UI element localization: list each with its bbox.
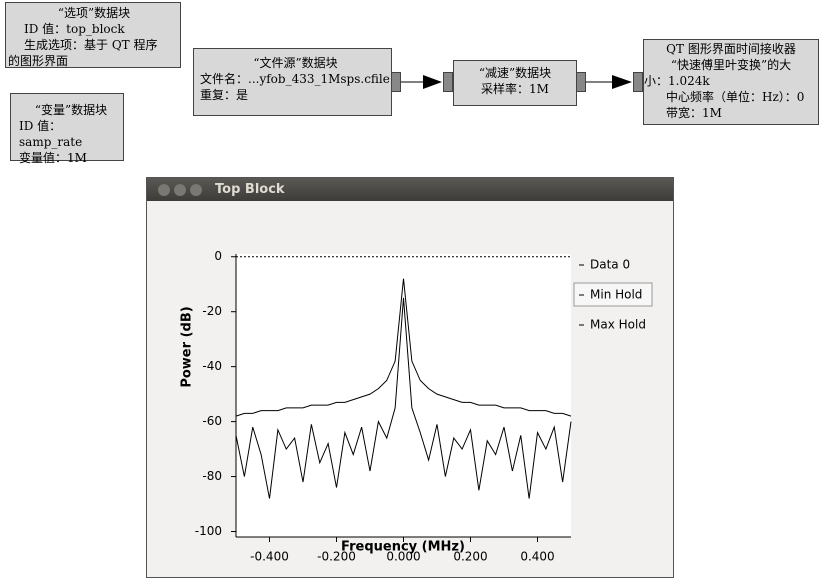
y-tick-label: -40 — [202, 359, 222, 373]
qt-sink-block[interactable]: QT 图形界面时间接收器 “快速傅里叶变换”的大 小：1.024k 中心频率（单… — [643, 39, 819, 125]
block-line: 变量值：1M — [19, 151, 87, 165]
port[interactable] — [443, 72, 453, 92]
x-axis-label: Frequency (MHz) — [341, 540, 465, 555]
close-button[interactable] — [158, 184, 170, 196]
file-source-block[interactable]: “文件源”数据块 文件名：...yfob_433_1Msps.cfile 重复：… — [193, 48, 392, 116]
block-line: 文件名：...yfob_433_1Msps.cfile — [200, 72, 390, 86]
window-title: Top Block — [215, 182, 285, 197]
minimize-button[interactable] — [174, 184, 186, 196]
block-line: 的图形界面 — [8, 54, 69, 68]
block-line: 采样率：1M — [481, 82, 549, 96]
variable-block[interactable]: “变量”数据块 ID 值：samp_rate 变量值：1M — [10, 93, 124, 165]
block-line: “快速傅里叶变换”的大 — [670, 58, 792, 72]
options-block[interactable]: “选项”数据块 ID 值：top_block 生成选项：基于 QT 程序 的图形… — [5, 2, 181, 68]
port[interactable] — [576, 72, 586, 92]
series-line — [235, 278, 572, 417]
y-tick-label: -100 — [195, 524, 222, 538]
port[interactable] — [391, 72, 401, 92]
block-line: 中心频率（单位：Hz）：0 — [666, 90, 805, 104]
window-buttons — [158, 184, 202, 196]
plot-window: Top Block Power (dB) Frequency (MHz) 0 -2… — [146, 177, 674, 578]
y-tick-label: -60 — [202, 414, 222, 428]
legend-entry[interactable]: Max Hold — [590, 318, 646, 332]
x-tick-label: -0.400 — [250, 550, 289, 564]
block-line: 生成选项：基于 QT 程序 — [24, 38, 158, 52]
block-title: “选项”数据块 — [57, 6, 131, 20]
y-tick-label: 0 — [214, 249, 222, 263]
y-tick-label: -80 — [202, 469, 222, 483]
y-tick-label: -20 — [202, 304, 222, 318]
block-line: ID 值：samp_rate — [19, 119, 83, 149]
block-line: 带宽：1M — [666, 106, 722, 120]
block-title: “减速”数据块 — [478, 66, 552, 80]
block-line: 重复：是 — [200, 88, 249, 102]
block-title: “文件源”数据块 — [253, 56, 338, 70]
x-tick-label: 0.400 — [520, 550, 554, 564]
connection — [401, 75, 442, 89]
series-line — [235, 297, 572, 499]
port[interactable] — [633, 72, 643, 92]
block-title: “变量”数据块 — [34, 103, 108, 117]
x-tick-label: 0.200 — [453, 550, 487, 564]
maximize-button[interactable] — [190, 184, 202, 196]
connection — [586, 75, 632, 89]
throttle-block[interactable]: “减速”数据块 采样率：1M — [453, 60, 577, 106]
x-tick-label: 0.000 — [386, 550, 420, 564]
legend-entry[interactable]: Data 0 — [590, 258, 630, 272]
y-axis-label: Power (dB) — [180, 306, 195, 387]
x-tick-label: -0.200 — [317, 550, 356, 564]
plot-area — [236, 254, 571, 537]
block-title: QT 图形界面时间接收器 — [666, 42, 796, 56]
legend-entry[interactable]: Min Hold — [590, 288, 642, 302]
legend-selection — [573, 282, 653, 307]
block-line: 小：1.024k — [644, 74, 710, 88]
title-bar: Top Block — [147, 178, 673, 201]
block-line: ID 值：top_block — [24, 22, 125, 36]
chart: Power (dB) Frequency (MHz) 0 -20 -40 -60 -80… — [180, 249, 653, 564]
